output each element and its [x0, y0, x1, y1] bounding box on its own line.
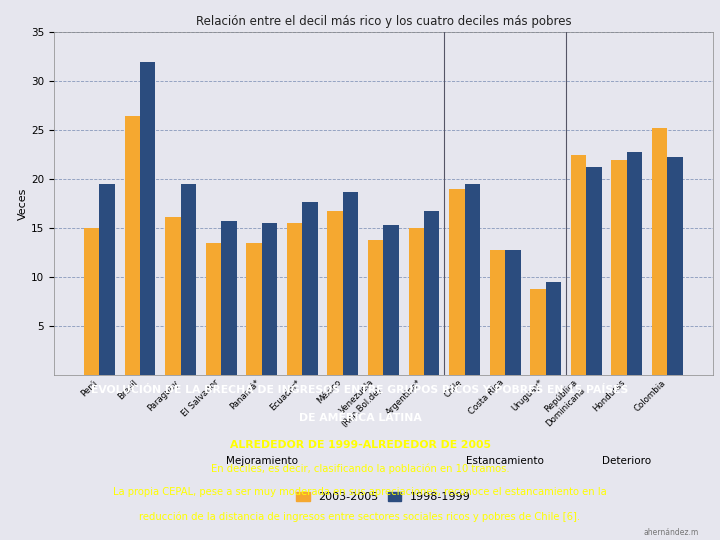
Bar: [99, 184, 114, 375]
Text: Estancamiento: Estancamiento: [466, 456, 544, 466]
Bar: [287, 224, 302, 375]
Text: reducción de la distancia de ingresos entre sectores sociales ricos y pobres de : reducción de la distancia de ingresos en…: [140, 511, 580, 522]
Bar: [221, 221, 236, 375]
Text: EVOLUCIÓN DE LA BRECHA DE INGRESOS ENTRE GRUPOS RICOS Y POBRES EN 15 PAÍSES: EVOLUCIÓN DE LA BRECHA DE INGRESOS ENTRE…: [91, 386, 629, 395]
Bar: [84, 228, 99, 375]
Bar: [140, 62, 156, 375]
Legend: 2003-2005, 1998-1999: 2003-2005, 1998-1999: [292, 488, 475, 507]
Text: La propia CEPAL, pese a ser muy moderada en sus apreciaciones, reconoce el estan: La propia CEPAL, pese a ser muy moderada…: [113, 488, 607, 497]
Bar: [424, 211, 439, 375]
Bar: [246, 243, 261, 375]
Text: ahernández.m: ahernández.m: [643, 528, 698, 537]
Bar: [667, 157, 683, 375]
Bar: [490, 250, 505, 375]
Text: Mejoramiento: Mejoramiento: [225, 456, 297, 466]
Bar: [302, 202, 318, 375]
Y-axis label: Veces: Veces: [18, 188, 28, 220]
Bar: [408, 228, 424, 375]
Bar: [627, 152, 642, 375]
Bar: [343, 192, 359, 375]
Bar: [261, 224, 277, 375]
Bar: [206, 243, 221, 375]
Bar: [505, 250, 521, 375]
Bar: [546, 282, 561, 375]
Bar: [571, 155, 586, 375]
Text: Deterioro: Deterioro: [603, 456, 652, 466]
Bar: [531, 289, 546, 375]
Bar: [125, 116, 140, 375]
Bar: [383, 225, 399, 375]
Bar: [328, 211, 343, 375]
Bar: [611, 160, 627, 375]
Bar: [449, 189, 464, 375]
Title: Relación entre el decil más rico y los cuatro deciles más pobres: Relación entre el decil más rico y los c…: [196, 16, 571, 29]
Bar: [652, 129, 667, 375]
Bar: [165, 217, 181, 375]
Bar: [368, 240, 383, 375]
Text: ALREDEDOR DE 1999-ALREDEDOR DE 2005: ALREDEDOR DE 1999-ALREDEDOR DE 2005: [230, 440, 490, 450]
Bar: [586, 167, 602, 375]
Text: En deciles, es decir, clasificando la población en 10 tramos.: En deciles, es decir, clasificando la po…: [211, 463, 509, 474]
Bar: [181, 184, 196, 375]
Text: DE AMÉRICA LATINA: DE AMÉRICA LATINA: [299, 413, 421, 423]
Bar: [464, 184, 480, 375]
